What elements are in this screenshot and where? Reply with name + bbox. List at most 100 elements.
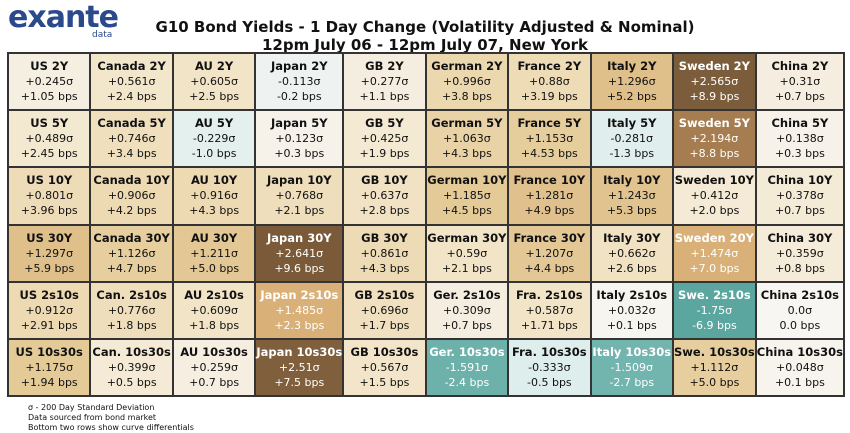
logo-sub: data <box>92 30 113 40</box>
cell-bps: +4.4 bps <box>524 261 575 275</box>
cell-label: Italy 10Y <box>603 173 661 188</box>
cell-label: US 10s30s <box>15 344 83 359</box>
cell-label: France 2Y <box>517 59 582 74</box>
cell-bps: +4.3 bps <box>441 147 492 161</box>
cell: Ger. 10s30s -1.591σ -2.4 bps <box>425 338 509 396</box>
cell-sigma: +0.609σ <box>190 303 238 317</box>
cell: Sweden 20Y +1.474σ +7.0 bps <box>673 224 756 282</box>
footnotes: σ - 200 Day Standard Deviation Data sourc… <box>28 403 194 433</box>
cell: GB 2s10s +0.696σ +1.7 bps <box>343 281 426 339</box>
cell-label: GB 30Y <box>361 230 408 245</box>
cell-sigma: +1.063σ <box>443 132 491 146</box>
cell-bps: +1.8 bps <box>189 318 240 332</box>
cell-bps: +3.4 bps <box>106 147 157 161</box>
cell: Italy 10s30s -1.509σ -2.7 bps <box>590 338 673 396</box>
cell-bps: -6.9 bps <box>692 318 737 332</box>
cell-bps: +4.53 bps <box>520 147 578 161</box>
cell-sigma: +2.641σ <box>275 246 324 260</box>
cell-bps: +2.5 bps <box>189 90 240 104</box>
cell-label: Canada 2Y <box>97 59 166 74</box>
cell-sigma: +1.207σ <box>525 246 574 260</box>
cell: China 10Y +0.378σ +0.7 bps <box>755 167 844 225</box>
cell: AU 2s10s +0.609σ +1.8 bps <box>172 281 256 339</box>
cell-label: Italy 5Y <box>607 116 657 131</box>
cell: GB 10Y +0.637σ +2.8 bps <box>343 167 426 225</box>
cell-sigma: +0.906σ <box>107 189 156 203</box>
cell-bps: +5.3 bps <box>606 204 657 218</box>
cell: Japan 30Y +2.641σ +9.6 bps <box>255 224 344 282</box>
cell-sigma: +2.51σ <box>278 360 320 374</box>
cell-bps: +0.7 bps <box>774 90 825 104</box>
cell-label: Canada 5Y <box>97 116 166 131</box>
cell-bps: +5.2 bps <box>606 90 657 104</box>
cell-bps: +2.4 bps <box>106 90 157 104</box>
cell-sigma: +0.425σ <box>360 132 409 146</box>
cell-sigma: -1.591σ <box>445 360 489 374</box>
cell-label: Canada 30Y <box>93 230 170 245</box>
cell: Japan 2s10s +1.485σ +2.3 bps <box>255 281 344 339</box>
cell-bps: -0.2 bps <box>276 90 322 104</box>
cell-bps: +0.5 bps <box>106 375 157 389</box>
cell-sigma: +0.378σ <box>776 189 824 203</box>
cell-bps: +3.96 bps <box>20 204 78 218</box>
cell-bps: +4.5 bps <box>441 204 492 218</box>
cell-label: China 30Y <box>767 230 833 245</box>
cell-bps: +5.9 bps <box>24 261 75 275</box>
cell: Fra. 10s30s -0.333σ -0.5 bps <box>508 338 591 396</box>
cell-sigma: +0.662σ <box>607 246 656 260</box>
cell: Ger. 2s10s +0.309σ +0.7 bps <box>425 281 509 339</box>
cell-sigma: +0.259σ <box>190 360 238 374</box>
title: G10 Bond Yields - 1 Day Change (Volatili… <box>155 18 695 36</box>
cell-sigma: +0.123σ <box>275 132 324 146</box>
cell: AU 5Y -0.229σ -1.0 bps <box>172 110 256 168</box>
cell-sigma: +1.474σ <box>690 246 739 260</box>
cell: Italy 30Y +0.662σ +2.6 bps <box>590 224 673 282</box>
cell-label: Japan 30Y <box>266 230 332 245</box>
cell: Sweden 2Y +2.565σ +8.9 bps <box>673 53 756 111</box>
cell-label: Sweden 10Y <box>674 173 755 188</box>
cell-bps: +0.7 bps <box>189 375 240 389</box>
cell-sigma: +1.243σ <box>607 189 656 203</box>
cell-bps: +8.9 bps <box>689 90 740 104</box>
cell-label: Japan 10s30s <box>256 344 343 359</box>
cell-bps: -2.4 bps <box>444 375 490 389</box>
cell-sigma: +1.281σ <box>525 189 574 203</box>
cell: China 10s30s +0.048σ +0.1 bps <box>755 338 844 396</box>
cell-sigma: +0.048σ <box>776 360 824 374</box>
cell: GB 30Y +0.861σ +4.3 bps <box>343 224 426 282</box>
cell-label: US 30Y <box>26 230 73 245</box>
cell-bps: +2.6 bps <box>606 261 657 275</box>
cell-sigma: +0.88σ <box>528 75 570 89</box>
cell-sigma: +0.912σ <box>25 303 74 317</box>
footnote: σ - 200 Day Standard Deviation <box>28 403 155 412</box>
cell-bps: +4.3 bps <box>359 261 410 275</box>
cell-label: AU 5Y <box>194 116 234 131</box>
cell: Japan 5Y +0.123σ +0.3 bps <box>255 110 344 168</box>
cell-label: Can. 10s30s <box>92 344 171 359</box>
cell: US 30Y +1.297σ +5.9 bps <box>8 224 91 282</box>
cell-label: US 5Y <box>30 116 69 131</box>
cell-label: GB 5Y <box>365 116 404 131</box>
cell-label: China 5Y <box>771 116 829 131</box>
cell-sigma: +0.561σ <box>107 75 156 89</box>
cell-sigma: -1.509σ <box>610 360 653 374</box>
cell-label: Canada 10Y <box>93 173 170 188</box>
cell-bps: +0.7 bps <box>774 204 825 218</box>
cell-label: AU 2Y <box>194 59 234 74</box>
cell-label: Ger. 10s30s <box>429 344 505 359</box>
cell-sigma: +1.211σ <box>190 246 238 260</box>
cell: France 30Y +1.207σ +4.4 bps <box>508 224 591 282</box>
cell-label: GB 2Y <box>365 59 404 74</box>
cell-sigma: +0.996σ <box>443 75 491 89</box>
cell: GB 10s30s +0.567σ +1.5 bps <box>343 338 426 396</box>
cell-label: Italy 2s10s <box>596 287 668 302</box>
cell: AU 10Y +0.916σ +4.3 bps <box>172 167 256 225</box>
cell-label: AU 2s10s <box>184 287 244 302</box>
cell-sigma: +0.776σ <box>107 303 156 317</box>
cell-label: Fra. 2s10s <box>516 287 583 302</box>
cell-sigma: +1.126σ <box>107 246 156 260</box>
cell-bps: +4.3 bps <box>189 204 240 218</box>
cell-sigma: -0.281σ <box>610 132 653 146</box>
cell-sigma: +1.185σ <box>443 189 491 203</box>
cell: China 2s10s 0.0σ 0.0 bps <box>755 281 844 339</box>
